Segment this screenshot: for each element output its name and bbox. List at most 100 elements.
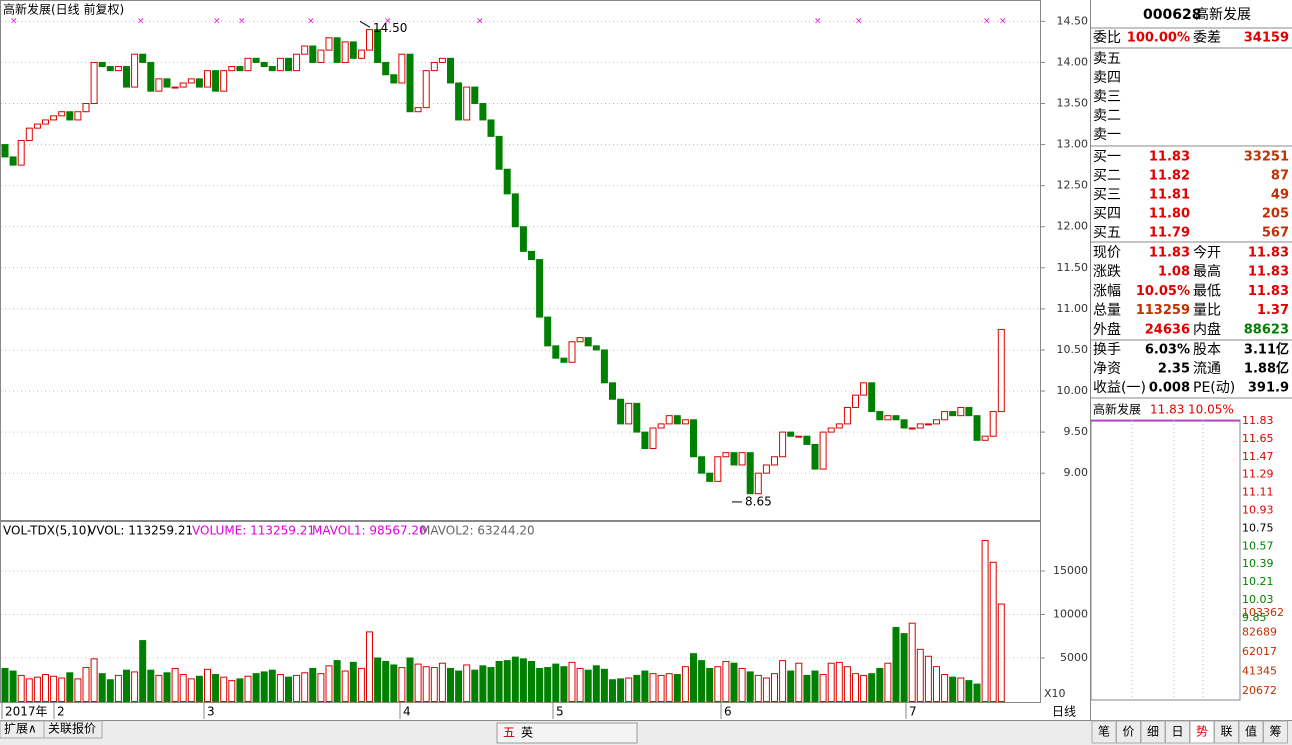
y-tick-label: 11.50 — [1057, 261, 1089, 274]
ime-label[interactable]: 五 — [503, 726, 515, 740]
volume-bar — [285, 676, 292, 703]
panel-tab-label[interactable]: 细 — [1147, 725, 1159, 739]
label: 今开 — [1193, 245, 1221, 261]
candle-body — [860, 382, 868, 396]
candle-body — [66, 111, 74, 121]
panel-tab-label[interactable]: 筹 — [1269, 725, 1281, 739]
label: 股本 — [1193, 342, 1221, 358]
buy-price: 11.81 — [1149, 188, 1190, 203]
candle-body — [819, 431, 827, 470]
candle-body — [357, 49, 365, 59]
buy-price: 11.83 — [1149, 150, 1190, 165]
volume-bar — [268, 669, 276, 703]
bottom-tab-label[interactable]: 关联报价 — [48, 721, 96, 736]
intraday-vol-tick: 62017 — [1242, 645, 1277, 658]
label: 量比 — [1193, 303, 1221, 319]
scale-label: X10 — [1044, 687, 1066, 700]
candle-body — [366, 29, 373, 51]
panel-tab-label[interactable]: 笔 — [1098, 724, 1110, 739]
value: 1.88亿 — [1244, 361, 1289, 377]
candle-body — [746, 452, 754, 495]
candle-body — [438, 57, 446, 63]
bottom-tab[interactable] — [43, 720, 103, 739]
volume-bar — [916, 648, 924, 703]
candle-body — [876, 411, 884, 421]
panel-tab[interactable] — [1263, 720, 1288, 744]
candle-body — [9, 156, 17, 166]
panel-tab-label[interactable]: 值 — [1245, 724, 1257, 739]
panel-tab-label[interactable]: 日 — [1171, 725, 1183, 739]
panel-tab-label[interactable]: 联 — [1220, 725, 1232, 739]
label: 总量 — [1093, 303, 1121, 319]
panel-tab-label[interactable]: 势 — [1196, 725, 1208, 739]
label: 流通 — [1193, 361, 1221, 377]
volume-bar — [657, 674, 665, 702]
candle-body — [463, 86, 471, 121]
volume-bar — [252, 673, 260, 702]
volume-bar — [843, 666, 851, 702]
candle-body — [997, 328, 1005, 413]
candle-body — [114, 66, 122, 72]
volume-legend: VVOL: 113259.21 — [88, 524, 193, 538]
volume-bar — [625, 677, 633, 702]
volume-bar — [949, 676, 957, 703]
candle-body — [479, 103, 487, 121]
y-tick-label: 10.00 — [1057, 384, 1089, 397]
candle-body — [260, 61, 268, 68]
intraday-price-tick: 11.29 — [1242, 468, 1274, 481]
candle-body — [900, 419, 908, 429]
candle-body — [106, 66, 114, 72]
intraday-name: 高新发展 — [1093, 402, 1141, 417]
ime-label[interactable]: 英 — [521, 726, 533, 740]
volume-bar — [495, 660, 503, 703]
bottom-tab-label[interactable]: 扩展∧ — [4, 722, 37, 736]
volume-bar — [552, 663, 560, 703]
intraday-price-tick: 10.57 — [1242, 539, 1274, 552]
x-tick-label: 4 — [403, 705, 411, 719]
intraday-price-tick: 11.11 — [1242, 486, 1274, 499]
volume-bar — [220, 676, 228, 703]
candle-body — [228, 66, 236, 72]
volume-bar — [228, 680, 236, 703]
candle-body — [568, 341, 576, 363]
candle-body — [406, 53, 414, 113]
value: 11.83 — [1248, 284, 1289, 299]
volume-bar — [25, 678, 33, 703]
candle-body — [933, 419, 940, 425]
candle-body — [195, 78, 203, 88]
candle-body — [25, 127, 33, 141]
candle-body — [560, 357, 568, 363]
x-tick-label: 3 — [207, 705, 215, 719]
volume-bar — [357, 667, 365, 703]
panel-tab-label[interactable]: 价 — [1122, 725, 1134, 739]
sell-label: 卖四 — [1093, 70, 1121, 86]
candle-body — [398, 53, 406, 84]
value: 6.03% — [1145, 343, 1190, 358]
candle-body — [455, 82, 463, 121]
volume-bar — [58, 677, 66, 702]
candle-body — [600, 349, 608, 384]
volume-bar — [82, 667, 90, 702]
candle-body — [803, 435, 811, 445]
candle-body — [414, 107, 422, 113]
volume-bar — [519, 658, 527, 702]
volume-bar — [528, 660, 535, 703]
volume-bar — [852, 673, 859, 702]
candle-body — [333, 37, 341, 63]
volume-bar — [42, 674, 49, 703]
volume-bar — [933, 666, 940, 702]
candle-body — [633, 402, 641, 433]
y-tick-label: 10000 — [1053, 607, 1088, 620]
buy-label: 买四 — [1093, 206, 1121, 222]
volume-bar — [746, 671, 754, 703]
volume-bar — [212, 674, 220, 703]
candle-body — [552, 345, 560, 359]
candle-body — [374, 29, 382, 63]
buy-volume: 205 — [1262, 207, 1289, 222]
sell-label: 卖三 — [1093, 89, 1121, 105]
candle-body — [787, 431, 795, 437]
volume-bar — [1, 667, 9, 703]
candle-body — [90, 61, 98, 105]
volume-bar — [997, 603, 1005, 702]
candle-body — [843, 406, 851, 425]
